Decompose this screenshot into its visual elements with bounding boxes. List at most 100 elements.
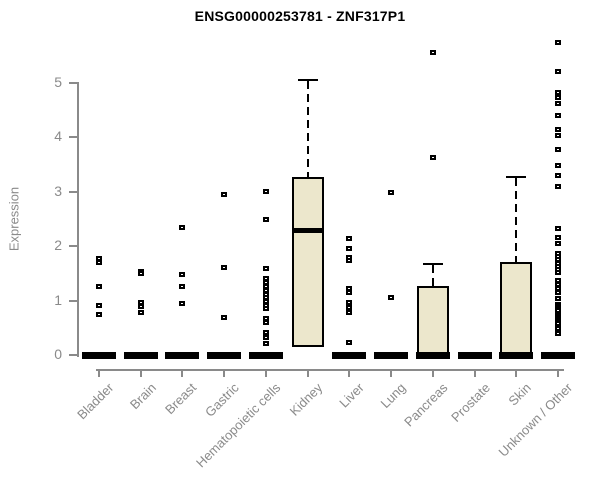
outlier-point (555, 290, 561, 295)
x-category-label: Unknown / Other (496, 380, 576, 460)
outlier-point (221, 192, 227, 197)
outlier-point (138, 271, 144, 276)
median-line (292, 228, 324, 233)
x-axis-tick (181, 371, 183, 377)
outlier-point (346, 290, 352, 295)
x-axis-tick (390, 371, 392, 377)
y-tick-label: 2 (54, 237, 62, 253)
outlier-point (555, 69, 561, 74)
outlier-point (96, 260, 102, 265)
outlier-point (555, 270, 561, 275)
x-axis-tick (98, 371, 100, 377)
x-axis-tick (265, 371, 267, 377)
outlier-point (96, 312, 102, 317)
outlier-point (179, 301, 185, 306)
y-axis-tick (69, 191, 77, 193)
outlier-point (263, 341, 269, 346)
flat-box (207, 352, 241, 359)
outlier-point (346, 305, 352, 310)
outlier-point (555, 296, 561, 301)
y-axis-tick (69, 245, 77, 247)
outlier-point (555, 147, 561, 152)
y-axis-tick (69, 82, 77, 84)
whisker-cap (298, 79, 318, 81)
outlier-point (179, 272, 185, 277)
y-tick-label: 1 (54, 292, 62, 308)
outlier-point (346, 340, 352, 345)
outlier-point (555, 101, 561, 106)
outlier-point (555, 226, 561, 231)
outlier-point (555, 133, 561, 138)
outlier-point (96, 284, 102, 289)
flat-box (541, 352, 575, 359)
x-category-label: Gastric (201, 380, 242, 420)
flat-box (82, 352, 116, 359)
x-axis-tick (474, 371, 476, 377)
x-axis-tick (515, 371, 517, 377)
outlier-point (263, 306, 269, 311)
outlier-point (388, 190, 394, 195)
outlier-point (179, 225, 185, 230)
outlier-point (221, 315, 227, 320)
x-category-label: Liver (336, 380, 367, 411)
x-axis-line (96, 369, 564, 371)
x-axis-tick (223, 371, 225, 377)
outlier-point (555, 127, 561, 132)
y-axis-tick (69, 354, 77, 356)
y-axis-tick (69, 300, 77, 302)
box (417, 286, 449, 355)
outlier-point (96, 303, 102, 308)
x-axis-tick (557, 371, 559, 377)
x-category-label: Lung (377, 380, 409, 412)
whisker-line (515, 178, 517, 262)
outlier-point (346, 300, 352, 305)
median-line (499, 352, 533, 359)
outlier-point (263, 320, 269, 325)
x-category-label: Brain (126, 380, 159, 413)
x-category-label: Breast (162, 380, 200, 418)
outlier-point (430, 50, 436, 55)
outlier-point (346, 246, 352, 251)
chart-title: ENSG00000253781 - ZNF317P1 (194, 8, 406, 24)
flat-box (374, 352, 408, 359)
y-axis-tick (69, 136, 77, 138)
whisker-line (307, 81, 309, 177)
flat-box (458, 352, 492, 359)
x-category-label: Prostate (447, 380, 493, 425)
y-tick-label: 4 (54, 128, 62, 144)
y-axis-line (77, 82, 79, 357)
outlier-point (346, 236, 352, 241)
outlier-point (555, 331, 561, 336)
outlier-point (221, 265, 227, 270)
x-category-label: Kidney (286, 380, 326, 419)
whisker-cap (506, 176, 526, 178)
x-axis-tick (140, 371, 142, 377)
flat-box (249, 352, 283, 359)
outlier-point (263, 189, 269, 194)
outlier-point (555, 163, 561, 168)
outlier-point (430, 155, 436, 160)
outlier-point (388, 295, 394, 300)
outlier-point (555, 95, 561, 100)
outlier-point (555, 235, 561, 240)
x-category-label: Bladder (74, 380, 117, 423)
outlier-point (555, 241, 561, 246)
y-tick-label: 0 (54, 346, 62, 362)
y-tick-label: 3 (54, 183, 62, 199)
outlier-point (263, 335, 269, 340)
outlier-point (263, 330, 269, 335)
outlier-point (555, 90, 561, 95)
whisker-line (432, 265, 434, 286)
outlier-point (555, 173, 561, 178)
outlier-point (346, 258, 352, 263)
median-line (416, 352, 450, 359)
outlier-point (555, 113, 561, 118)
x-category-label: Skin (505, 380, 534, 409)
outlier-point (179, 284, 185, 289)
outlier-point (346, 310, 352, 315)
box (500, 262, 532, 355)
outlier-point (138, 310, 144, 315)
whisker-cap (423, 263, 443, 265)
